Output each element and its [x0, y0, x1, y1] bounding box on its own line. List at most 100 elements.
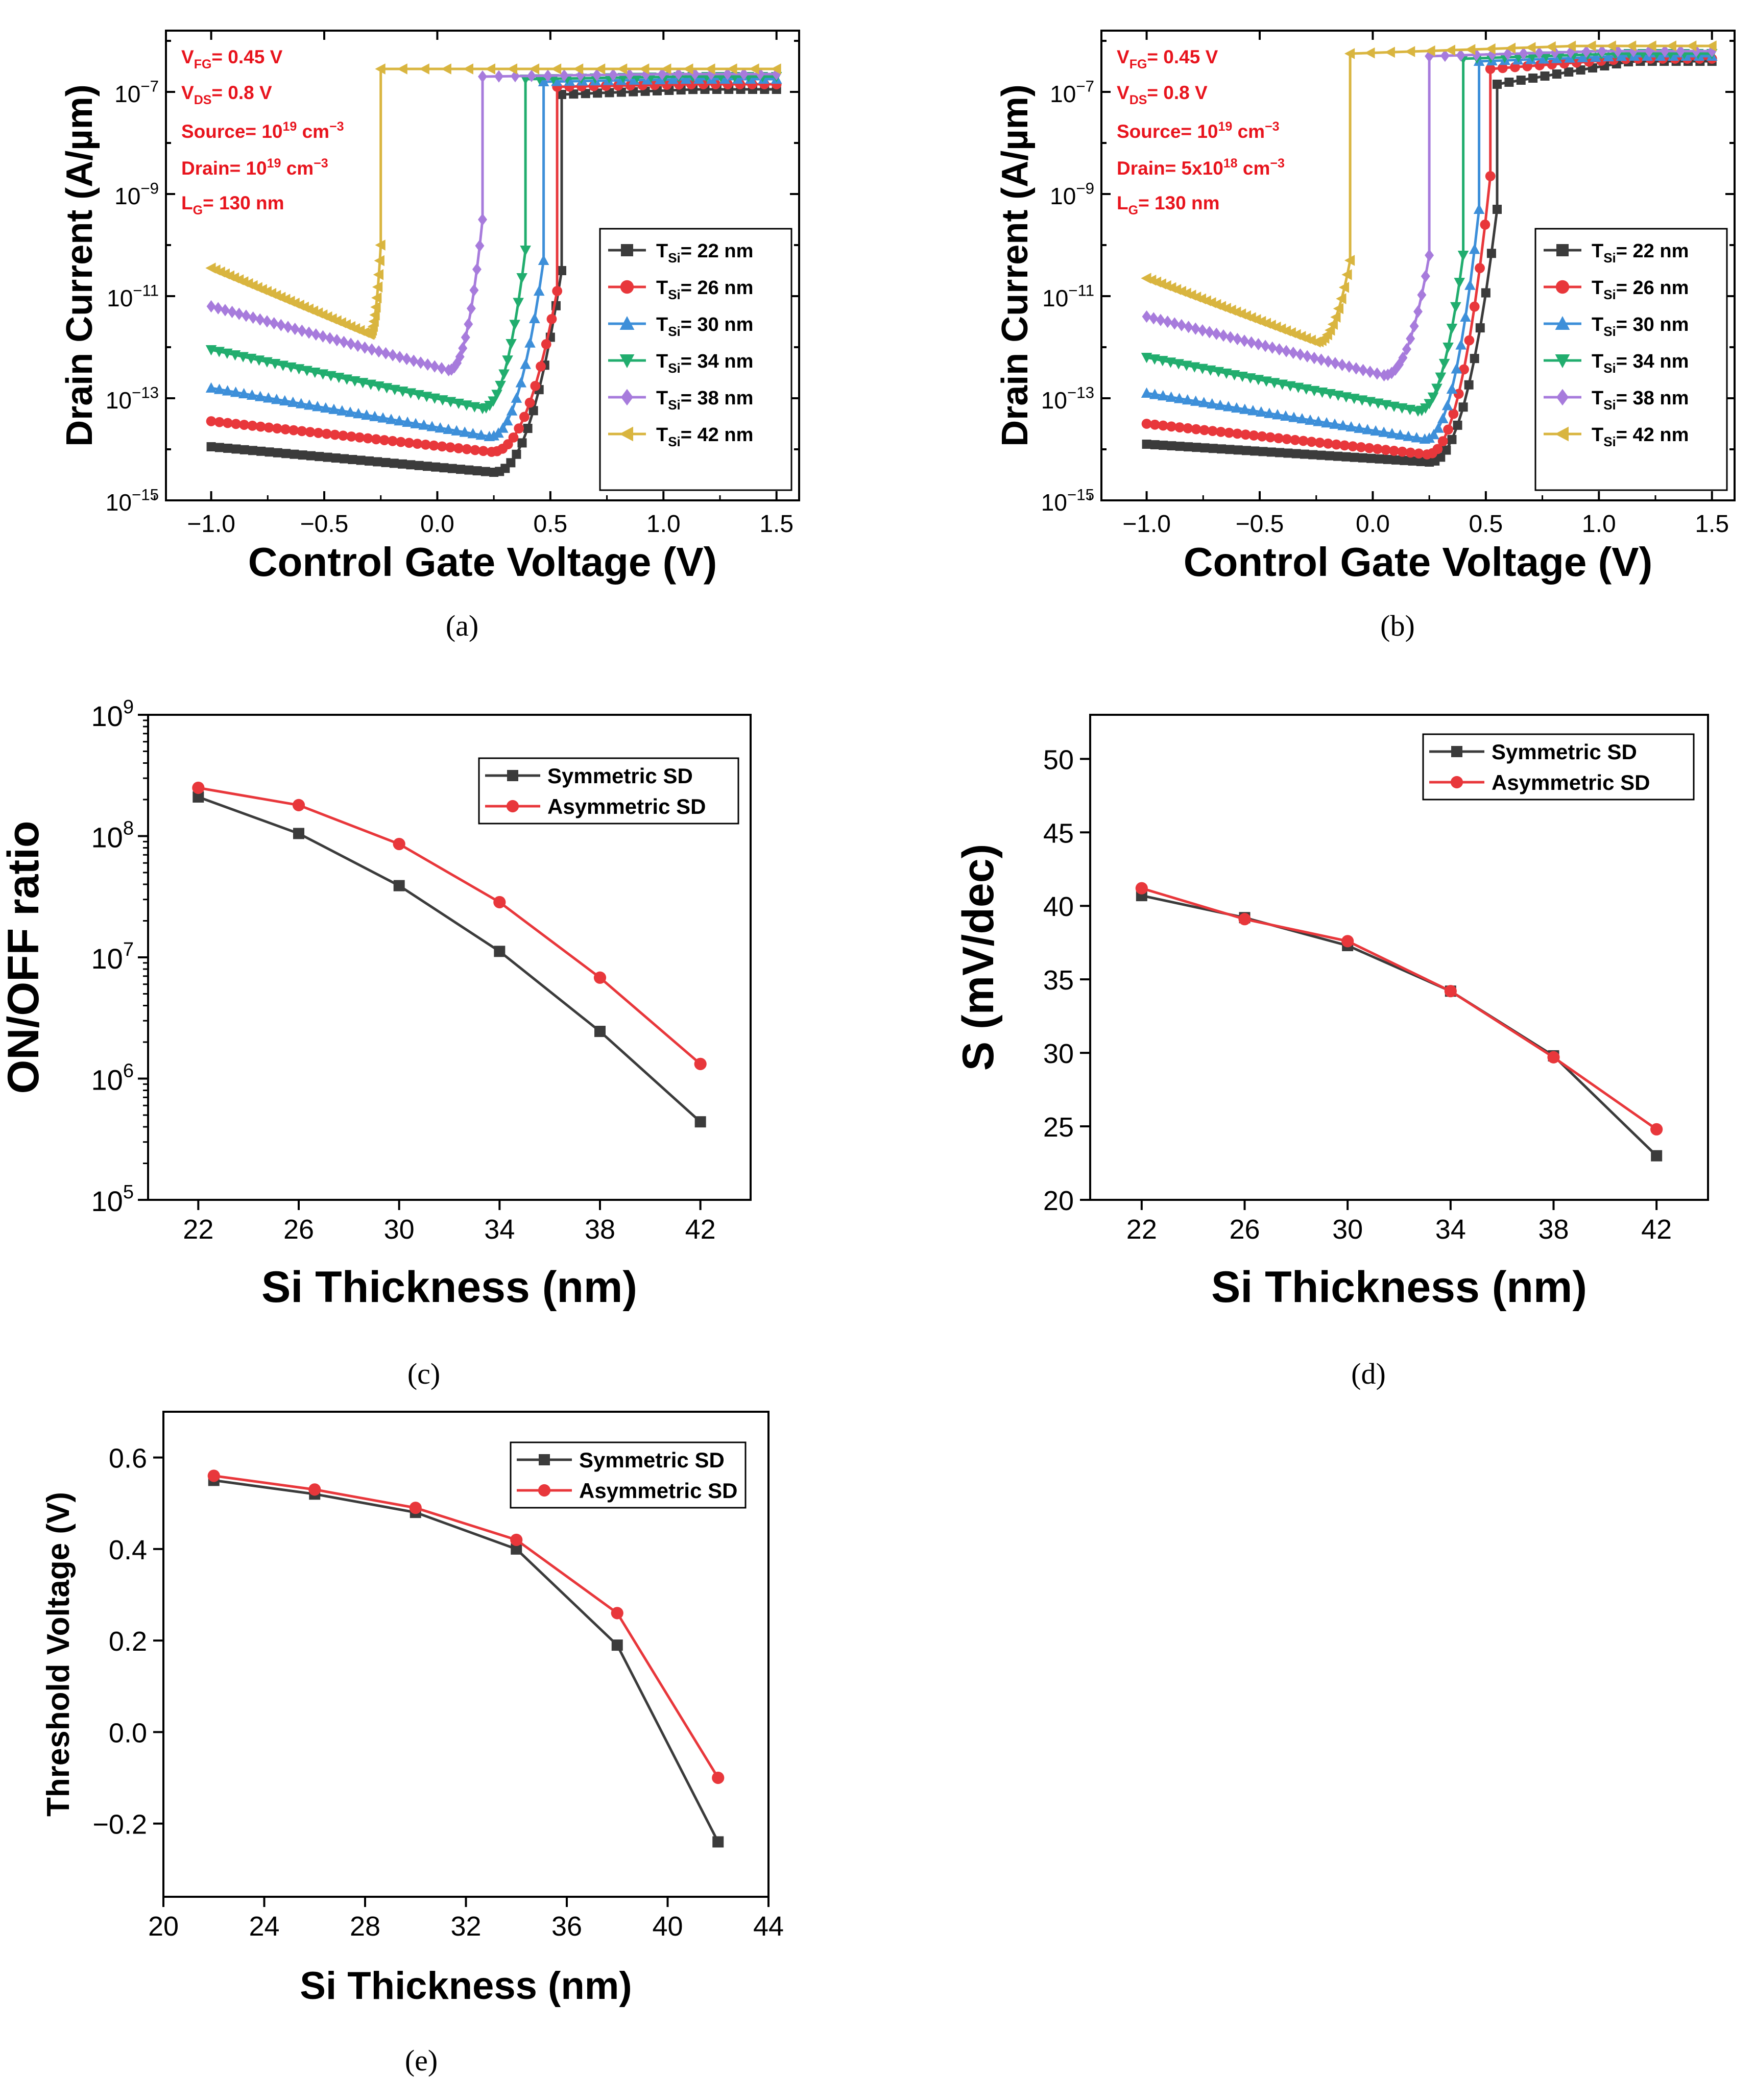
legend-label: TSi= 34 nm — [1592, 351, 1689, 376]
data-point — [441, 63, 451, 75]
plot-frame — [165, 30, 800, 501]
x-tick-label: −0.5 — [1236, 511, 1284, 538]
data-point — [1207, 426, 1218, 437]
data-point — [502, 355, 513, 366]
x-tick-label: 0.0 — [420, 511, 454, 538]
x-tick-label: 1.5 — [759, 511, 794, 538]
data-point — [419, 63, 429, 75]
data-point — [1141, 419, 1152, 429]
data-point — [1225, 331, 1235, 344]
data-point — [546, 313, 557, 324]
data-point — [379, 435, 390, 445]
data-point — [311, 328, 321, 341]
data-point — [430, 360, 440, 373]
data-point — [364, 456, 374, 466]
data-point — [1417, 288, 1427, 301]
data-point — [506, 339, 517, 350]
data-point — [1383, 454, 1392, 464]
data-point — [262, 392, 274, 403]
data-point — [1473, 55, 1485, 66]
data-point — [206, 416, 217, 426]
data-point — [1386, 428, 1398, 439]
series-symmetric-sd — [1136, 890, 1663, 1162]
data-point — [1395, 429, 1406, 440]
legend-label: TSi= 30 nm — [656, 314, 753, 339]
data-point — [412, 439, 423, 449]
legend-marker — [1556, 244, 1569, 256]
data-point — [1321, 417, 1332, 428]
data-point — [1642, 50, 1653, 61]
data-point — [1339, 440, 1350, 451]
annotation-gate-length: LG= 130 nm — [1117, 192, 1219, 218]
data-point — [467, 428, 479, 439]
legend: Symmetric SD Asymmetric SD — [1422, 733, 1695, 801]
data-point — [1184, 321, 1193, 333]
data-point — [1485, 171, 1496, 181]
data-point — [1308, 450, 1318, 460]
y-tick-label: 105 — [91, 1181, 134, 1217]
data-point — [1325, 324, 1335, 336]
data-point — [1258, 447, 1268, 456]
data-point — [1174, 422, 1185, 432]
data-point — [340, 454, 349, 464]
data-point — [1163, 315, 1172, 328]
data-point — [397, 63, 407, 75]
data-point — [1250, 446, 1260, 456]
panel-b: −1.0 −0.5 0.0 0.5 1.0 1.5 10−15 10−13 10−11 10−9 1… — [995, 30, 1736, 642]
data-point — [374, 345, 383, 358]
data-point — [1443, 343, 1454, 353]
data-point — [523, 424, 533, 433]
y-tick-label: 0.6 — [109, 1443, 147, 1474]
data-point — [593, 971, 607, 984]
data-point — [485, 63, 495, 75]
data-point — [227, 305, 237, 319]
data-point — [353, 408, 364, 419]
y-tick-label: 107 — [91, 939, 134, 975]
data-point — [463, 63, 473, 75]
data-point — [375, 63, 386, 75]
data-point — [223, 443, 233, 453]
data-point — [1433, 422, 1444, 433]
data-point — [739, 67, 749, 81]
y-axis-title: ON/OFF ratio — [0, 820, 48, 1094]
legend-label: Asymmetric SD — [547, 794, 706, 818]
data-point — [459, 426, 471, 437]
data-point — [1565, 40, 1576, 52]
data-point — [1200, 443, 1210, 453]
data-point — [269, 317, 279, 330]
data-point — [464, 318, 473, 331]
legend-marker — [1555, 426, 1569, 442]
y-tick-label: 10−11 — [107, 281, 159, 311]
data-point — [402, 352, 412, 366]
data-point — [1351, 362, 1361, 375]
y-tick-label: 45 — [1043, 818, 1074, 849]
data-point — [1282, 434, 1292, 444]
data-point — [1358, 364, 1368, 377]
data-point — [1183, 442, 1193, 452]
data-point — [368, 316, 379, 327]
data-point — [405, 388, 417, 399]
data-point — [287, 396, 299, 407]
series-asymmetric-sd — [1135, 882, 1663, 1136]
data-point — [422, 462, 432, 471]
data-point — [239, 420, 250, 430]
panel-a: −1.0 −0.5 0.0 0.5 1.0 1.5 10−15 10−13 10−11 10−9 1… — [59, 30, 800, 642]
y-tick-label: 35 — [1043, 965, 1074, 996]
data-point — [277, 360, 289, 371]
data-point — [377, 412, 389, 423]
data-point — [222, 385, 233, 396]
data-point — [667, 74, 679, 84]
data-point — [234, 307, 244, 320]
data-point — [445, 442, 455, 453]
data-point — [229, 350, 241, 361]
data-point — [213, 383, 225, 394]
legend-label: TSi= 26 nm — [1592, 277, 1689, 302]
legend-marker — [506, 800, 519, 813]
data-point — [1354, 422, 1365, 433]
y-tick-label: 10−11 — [1042, 281, 1094, 311]
series-5 — [206, 67, 781, 377]
data-point — [480, 467, 490, 476]
data-point — [1389, 446, 1400, 456]
data-point — [1239, 403, 1251, 414]
data-point — [694, 1116, 706, 1128]
